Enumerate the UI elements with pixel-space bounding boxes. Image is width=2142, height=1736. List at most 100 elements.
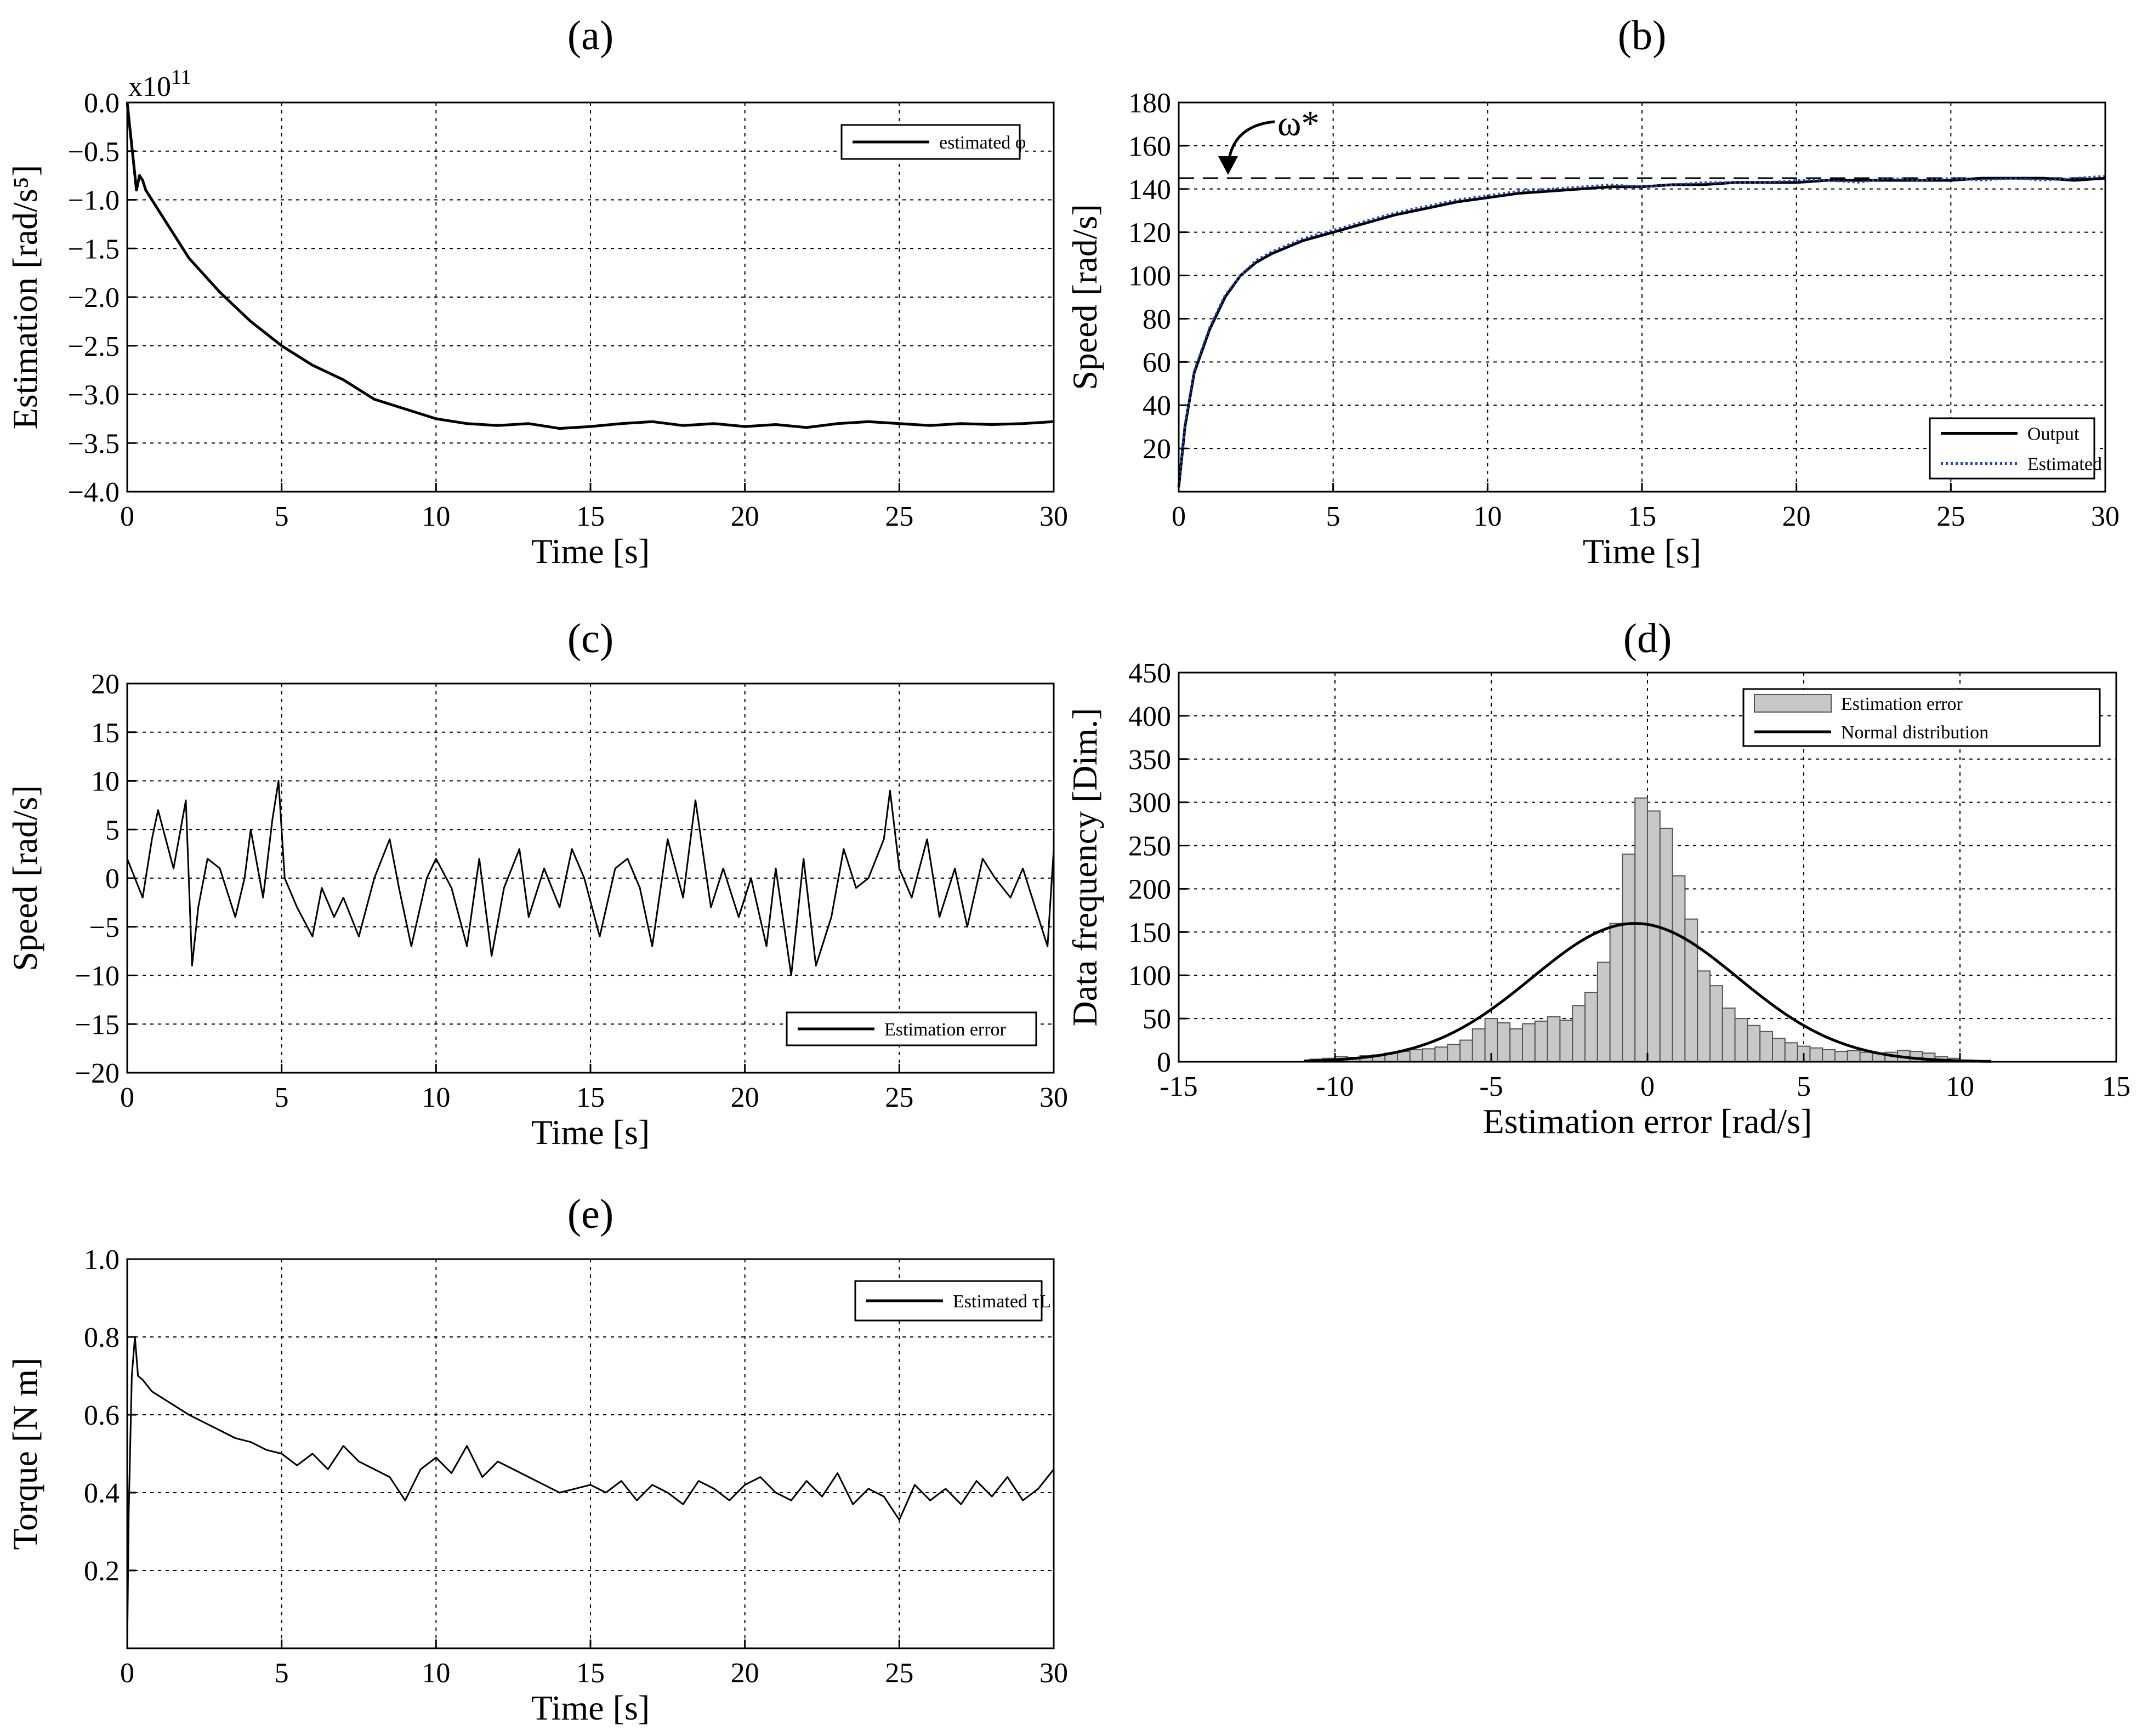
y-tick-label: −20: [75, 1058, 120, 1089]
y-tick-label: −3.0: [68, 380, 120, 411]
histogram-bar: [1434, 1046, 1448, 1062]
y-tick-label: −3.5: [68, 428, 120, 459]
histogram-bar: [1784, 1042, 1798, 1063]
legend: Estimation error: [786, 1011, 1037, 1046]
x-tick-label: 10: [1473, 501, 1502, 532]
histogram-bar: [1584, 992, 1598, 1063]
histogram-bar: [1822, 1049, 1836, 1063]
legend: Estimation error Normal distribution: [1742, 688, 2101, 747]
x-axis-label: Estimation error [rad/s]: [1483, 1102, 1813, 1141]
y-tick-label: −4.0: [68, 477, 120, 508]
series-line-1: [1178, 175, 2106, 488]
x-tick-label: -15: [1160, 1071, 1197, 1102]
x-tick-label: 30: [1039, 501, 1068, 532]
x-tick-label: 0: [120, 501, 134, 532]
legend-box: [1929, 417, 2095, 480]
y-tick-label: 0.8: [84, 1322, 120, 1353]
y-tick-label: −1.0: [68, 185, 120, 217]
y-axis-label: Speed [rad/s]: [5, 785, 44, 971]
x-tick-label: 15: [576, 501, 605, 532]
y-tick-label: 450: [1128, 658, 1171, 689]
y-tick-label: 250: [1128, 831, 1171, 862]
y-tick-label: 0.4: [84, 1478, 120, 1509]
x-tick-label: 15: [2102, 1071, 2130, 1102]
x-tick-label: 0: [120, 1082, 134, 1113]
histogram-bar: [1471, 1028, 1486, 1062]
legend: Output Estimated: [1929, 417, 2102, 480]
legend: Estimated τL: [854, 1280, 1051, 1322]
x-axis-label: Time [s]: [531, 532, 650, 571]
y-tick-label: 160: [1128, 131, 1171, 162]
x-tick-label: 15: [1628, 501, 1656, 532]
axis-multiplier: x1011: [128, 66, 191, 103]
x-tick-label: 20: [1782, 501, 1811, 532]
y-tick-label: 60: [1143, 347, 1171, 378]
legend-swatch: [1754, 694, 1832, 713]
histogram-bar: [1422, 1048, 1436, 1063]
histogram-bar: [1834, 1051, 1848, 1062]
y-tick-label: 0: [105, 863, 120, 895]
panel-label: (b): [1618, 13, 1667, 59]
legend-label: Output: [2027, 424, 2079, 445]
y-axis-label: Data frequency [Dim.]: [1065, 708, 1104, 1026]
panel-d: (d)-15 -10 -5 0 5 10 1505010015020025030035040…: [1065, 616, 2130, 1141]
y-tick-label: −10: [75, 961, 120, 992]
histogram-bar: [1596, 961, 1611, 1062]
legend-label: Normal distribution: [1841, 722, 1988, 743]
y-tick-label: −0.5: [68, 136, 120, 168]
histogram-bar: [1409, 1049, 1423, 1063]
histogram-bar: [1772, 1038, 1786, 1063]
x-tick-label: 10: [422, 1658, 450, 1689]
series-line-0: [126, 102, 1054, 430]
x-axis-label: Time [s]: [531, 1688, 650, 1727]
normal-distribution-curve: [1303, 922, 1992, 1063]
histogram-bar: [1522, 1023, 1536, 1062]
histogram-bar: [1909, 1051, 1923, 1062]
y-tick-label: 20: [1143, 434, 1171, 465]
y-tick-label: 0.2: [84, 1556, 120, 1587]
histogram-bar: [1846, 1050, 1861, 1063]
x-tick-label: 25: [885, 1082, 913, 1113]
x-tick-label: 25: [885, 1658, 913, 1689]
y-tick-label: 50: [1143, 1004, 1171, 1035]
x-axis-label: Time [s]: [1583, 532, 1701, 571]
panel-label: (a): [567, 13, 613, 59]
y-tick-label: 400: [1128, 701, 1171, 732]
x-tick-label: 5: [275, 1658, 289, 1689]
y-tick-label: 120: [1128, 218, 1171, 249]
y-tick-label: 0: [1157, 1047, 1171, 1078]
panel-label: (d): [1623, 616, 1672, 662]
y-tick-label: 15: [91, 718, 120, 749]
x-tick-label: -10: [1316, 1071, 1354, 1102]
y-tick-label: 180: [1128, 88, 1171, 119]
y-tick-label: 20: [91, 669, 120, 700]
x-tick-label: 0: [120, 1658, 134, 1689]
x-tick-label: 0: [1640, 1071, 1655, 1102]
x-tick-label: 30: [1039, 1082, 1068, 1113]
y-tick-label: 40: [1143, 390, 1171, 422]
histogram-bar: [1809, 1047, 1823, 1063]
y-tick-label: 200: [1128, 874, 1171, 905]
histogram-bar: [1534, 1020, 1548, 1063]
x-tick-label: 20: [731, 501, 759, 532]
histogram-bar: [1609, 923, 1623, 1062]
x-axis-label: Time [s]: [531, 1113, 650, 1152]
y-axis-label: Speed [rad/s]: [1065, 204, 1104, 390]
x-tick-label: 20: [731, 1082, 759, 1113]
y-tick-label: 0.0: [84, 88, 120, 119]
y-tick-label: 140: [1128, 174, 1171, 206]
series-line-0: [126, 1336, 1055, 1649]
y-tick-label: −15: [75, 1009, 120, 1040]
y-tick-label: 350: [1128, 744, 1171, 776]
legend-label: Estimated: [2027, 454, 2102, 475]
y-tick-label: 0.6: [84, 1400, 120, 1431]
panel-label: (c): [567, 616, 613, 662]
y-tick-label: −5: [89, 912, 120, 943]
histogram-bar: [1447, 1044, 1461, 1063]
x-tick-label: 15: [576, 1082, 605, 1113]
histogram-bar: [1859, 1051, 1873, 1062]
x-tick-label: 30: [1039, 1658, 1068, 1689]
histogram-bar: [1672, 875, 1686, 1063]
x-tick-label: 5: [1797, 1071, 1811, 1102]
